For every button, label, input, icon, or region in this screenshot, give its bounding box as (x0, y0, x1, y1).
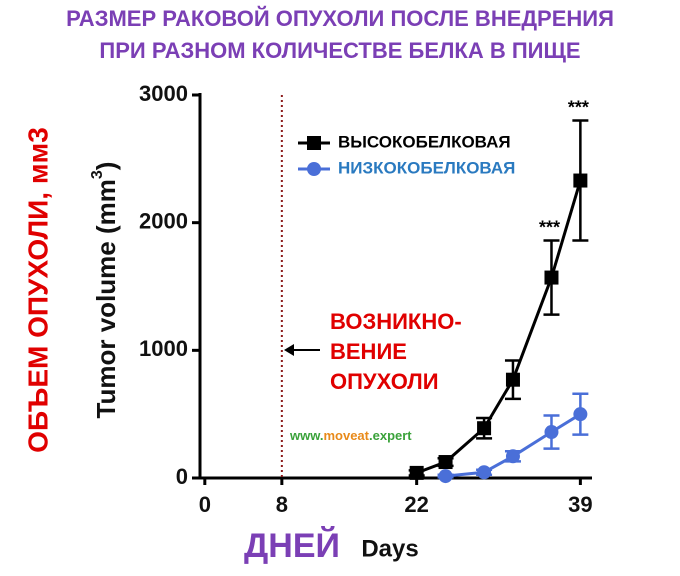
y-tick-label: 1000 (139, 336, 188, 361)
x-tick-label: 39 (568, 492, 592, 517)
significance-label: *** (539, 217, 560, 237)
watermark-part: .expert (369, 428, 412, 443)
marker (477, 465, 492, 480)
title-line: ПРИ РАЗНОМ КОЛИЧЕСТВЕ БЕЛКА В ПИЩЕ (99, 38, 580, 63)
watermark-part: moveat (323, 428, 369, 443)
y-axis-label-end: ) (91, 162, 121, 171)
annotation-line: ВЕНИЕ (330, 339, 407, 364)
marker (573, 173, 588, 188)
y-tick-label: 0 (176, 464, 188, 489)
marker (477, 421, 492, 436)
annotation-line: ВОЗНИКНО- (330, 309, 462, 334)
x-tick-label: 0 (199, 492, 211, 517)
x-axis-label: Days (361, 535, 418, 562)
marker (409, 465, 424, 480)
marker (505, 449, 520, 464)
marker (438, 455, 453, 470)
legend-marker (307, 136, 321, 150)
marker (438, 469, 453, 484)
watermark-part: www. (289, 428, 323, 443)
legend-label: ВЫСОКОБЕЛКОВАЯ (338, 132, 511, 151)
y-axis-label-text: Tumor volume (mm (91, 179, 121, 418)
annotation-arrowhead (284, 344, 294, 356)
watermark: www.moveat.expert (289, 428, 412, 443)
annotation-line: ОПУХОЛИ (330, 369, 439, 394)
legend-marker (307, 162, 321, 176)
significance-label: *** (568, 97, 589, 117)
y-axis-label: Tumor volume (mm3) (89, 162, 121, 419)
marker (544, 425, 559, 440)
title-line: РАЗМЕР РАКОВОЙ ОПУХОЛИ ПОСЛЕ ВНЕДРЕНИЯ (66, 6, 614, 31)
legend-label: НИЗКОКОБЕЛКОВАЯ (338, 158, 515, 177)
marker (573, 407, 588, 422)
y-tick-label: 3000 (139, 81, 188, 106)
y-tick-label: 2000 (139, 208, 188, 233)
y-axis-label-ru: ОБЪЕМ ОПУХОЛИ, мм3 (22, 127, 53, 453)
x-axis-label-ru: ДНЕЙ (244, 526, 340, 565)
marker (544, 270, 559, 285)
x-tick-label: 8 (276, 492, 288, 517)
y-axis-label-sup: 3 (89, 170, 106, 179)
marker (505, 372, 520, 387)
x-tick-label: 22 (404, 492, 428, 517)
